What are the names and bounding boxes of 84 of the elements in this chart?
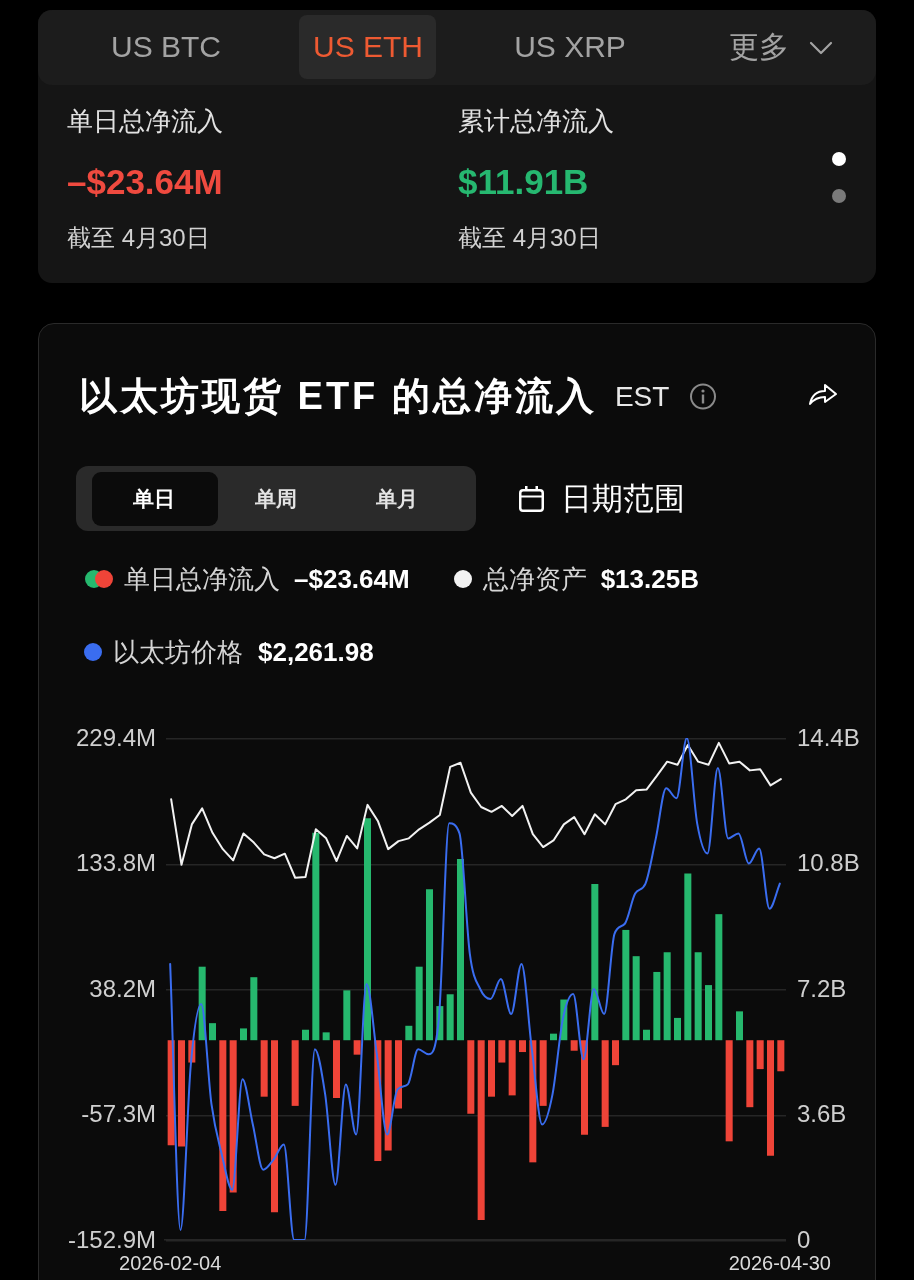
bar bbox=[456, 859, 465, 1041]
bar bbox=[446, 994, 454, 1041]
chart-subtitle: EST bbox=[614, 380, 670, 412]
y2-tick-label: 0 bbox=[797, 1225, 811, 1253]
bar bbox=[601, 1040, 609, 1127]
y2-tick-label: 10.8B bbox=[797, 849, 860, 877]
bar bbox=[322, 1032, 330, 1041]
bar bbox=[270, 1040, 279, 1213]
y-tick-label: -152.9M bbox=[67, 1225, 156, 1253]
bar bbox=[632, 956, 640, 1041]
bar bbox=[229, 1040, 237, 1193]
bar bbox=[312, 832, 320, 1041]
bar bbox=[570, 1040, 578, 1051]
bar bbox=[487, 1040, 496, 1097]
bar bbox=[343, 990, 351, 1041]
bar bbox=[622, 929, 630, 1041]
bar bbox=[415, 966, 423, 1041]
bar bbox=[694, 952, 702, 1041]
bar bbox=[177, 1040, 186, 1147]
bar bbox=[384, 1040, 392, 1151]
bar bbox=[777, 1040, 785, 1072]
legend-label: 以太坊价格 bbox=[113, 635, 243, 669]
bar bbox=[291, 1040, 299, 1106]
text: 累计总净流入 bbox=[458, 106, 614, 137]
text: 单日总净流入 bbox=[67, 106, 223, 137]
bar bbox=[363, 818, 372, 1041]
bar bbox=[539, 1040, 547, 1106]
text: –$23.64M bbox=[294, 563, 410, 595]
y-tick-label: 229.4M bbox=[75, 723, 156, 751]
y-tick-label: 38.2M bbox=[89, 974, 156, 1002]
text: US XRP bbox=[514, 29, 626, 65]
bar bbox=[301, 1029, 310, 1041]
bar bbox=[704, 985, 713, 1041]
text: –$23.64M bbox=[67, 161, 223, 203]
bar bbox=[394, 1040, 403, 1109]
y2-tick-label: 7.2B bbox=[797, 974, 847, 1002]
bar bbox=[219, 1040, 227, 1211]
bar bbox=[663, 952, 671, 1041]
bar bbox=[725, 1040, 733, 1142]
x-tick-label: 2026-04-30 bbox=[728, 1251, 831, 1274]
bar bbox=[405, 1025, 413, 1041]
bar bbox=[353, 1040, 361, 1055]
bar bbox=[735, 1011, 744, 1041]
bar bbox=[756, 1040, 764, 1070]
bar bbox=[518, 1040, 527, 1053]
bar bbox=[591, 883, 599, 1041]
x-tick-label: 2026-02-04 bbox=[119, 1251, 222, 1274]
text: US ETH bbox=[312, 29, 424, 65]
bar bbox=[260, 1040, 268, 1097]
chart-title: 以太坊现货 ETF 的总净流入 bbox=[79, 373, 597, 419]
bar bbox=[477, 1040, 485, 1221]
y-tick-label: 133.8M bbox=[75, 849, 156, 877]
bar bbox=[653, 971, 661, 1041]
bar bbox=[498, 1040, 506, 1063]
bar bbox=[239, 1028, 248, 1041]
bar bbox=[684, 873, 692, 1041]
bar bbox=[673, 1017, 682, 1041]
bar bbox=[766, 1040, 775, 1156]
text: US BTC bbox=[110, 29, 222, 65]
bar bbox=[425, 889, 434, 1041]
bar bbox=[746, 1040, 754, 1108]
text: $11.91B bbox=[458, 161, 589, 203]
bar bbox=[642, 1029, 651, 1041]
y2-tick-label: 3.6B bbox=[797, 1100, 847, 1128]
legend-label: 单日总净流入 bbox=[124, 562, 280, 596]
legend-label: 总净资产 bbox=[482, 562, 587, 596]
y-tick-label: -57.3M bbox=[81, 1100, 156, 1128]
bar bbox=[715, 914, 723, 1041]
bar bbox=[611, 1040, 620, 1066]
bar bbox=[549, 1033, 558, 1041]
bar bbox=[467, 1040, 475, 1114]
text: $13.25B bbox=[600, 563, 699, 595]
segmented-control: 单日 单周 单月 bbox=[76, 466, 476, 531]
bar bbox=[332, 1040, 341, 1098]
bar bbox=[208, 1023, 217, 1041]
bar bbox=[250, 977, 258, 1041]
y2-tick-label: 14.4B bbox=[797, 723, 860, 751]
text: 日期范围 bbox=[561, 481, 685, 517]
text: $2,261.98 bbox=[258, 637, 374, 668]
text: 截至 4月30日 bbox=[458, 224, 601, 252]
bar bbox=[508, 1040, 516, 1096]
bar bbox=[580, 1040, 589, 1135]
text: 更多 bbox=[729, 29, 789, 65]
text: 截至 4月30日 bbox=[67, 224, 210, 252]
